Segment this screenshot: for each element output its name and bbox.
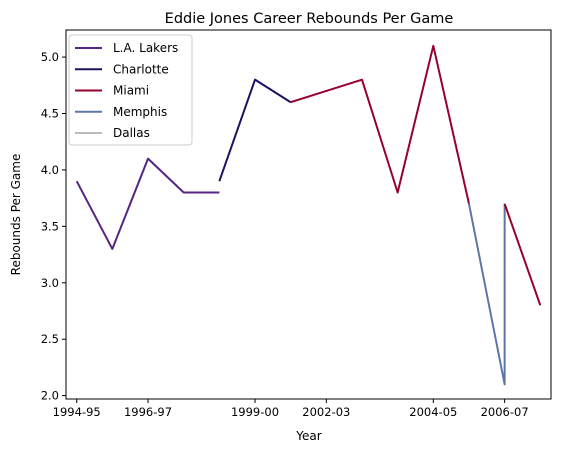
series-layer xyxy=(75,44,542,386)
x-tick-label: 2006-07 xyxy=(481,405,529,419)
series-line-memphis-3 xyxy=(467,203,506,386)
x-tick-label: 1996-97 xyxy=(124,405,172,419)
legend-label: L.A. Lakers xyxy=(113,41,178,55)
series-line-charlotte-1 xyxy=(218,78,292,182)
legend-label: Memphis xyxy=(113,105,167,119)
legend-label: Dallas xyxy=(113,126,150,140)
x-tick-label: 2002-03 xyxy=(302,405,350,419)
y-tick-label: 2.0 xyxy=(41,389,59,403)
x-tick-label: 2004-05 xyxy=(409,405,457,419)
series-line-miami-2 xyxy=(290,44,470,205)
y-tick-label: 4.5 xyxy=(41,107,59,121)
series-line-miami-5 xyxy=(503,203,542,306)
series-line-l-a-lakers-0 xyxy=(75,157,220,250)
x-axis-label: Year xyxy=(295,429,321,443)
y-tick-label: 2.5 xyxy=(41,332,59,346)
x-tick-label: 1994-95 xyxy=(53,405,101,419)
x-axis-ticks: 1994-95 1996-97 1999-00 2002-03 2004-05 2006-… xyxy=(53,399,529,419)
y-axis-ticks: 2.0 2.5 3.0 3.5 4.0 4.5 5.0 xyxy=(41,50,66,403)
legend-label: Charlotte xyxy=(113,62,169,76)
legend: L.A. Lakers Charlotte Miami Memphis Dallas xyxy=(68,34,193,146)
chart-title: Eddie Jones Career Rebounds Per Game xyxy=(165,11,454,27)
legend-frame xyxy=(68,34,193,146)
x-tick-label: 1999-00 xyxy=(231,405,279,419)
y-tick-label: 3.0 xyxy=(41,276,59,290)
y-axis-label: Rebounds Per Game xyxy=(9,154,23,276)
plot-frame xyxy=(65,29,552,400)
y-tick-label: 5.0 xyxy=(41,50,59,64)
y-tick-label: 3.5 xyxy=(41,219,59,233)
legend-label: Miami xyxy=(113,84,149,98)
y-tick-label: 4.0 xyxy=(41,163,59,177)
